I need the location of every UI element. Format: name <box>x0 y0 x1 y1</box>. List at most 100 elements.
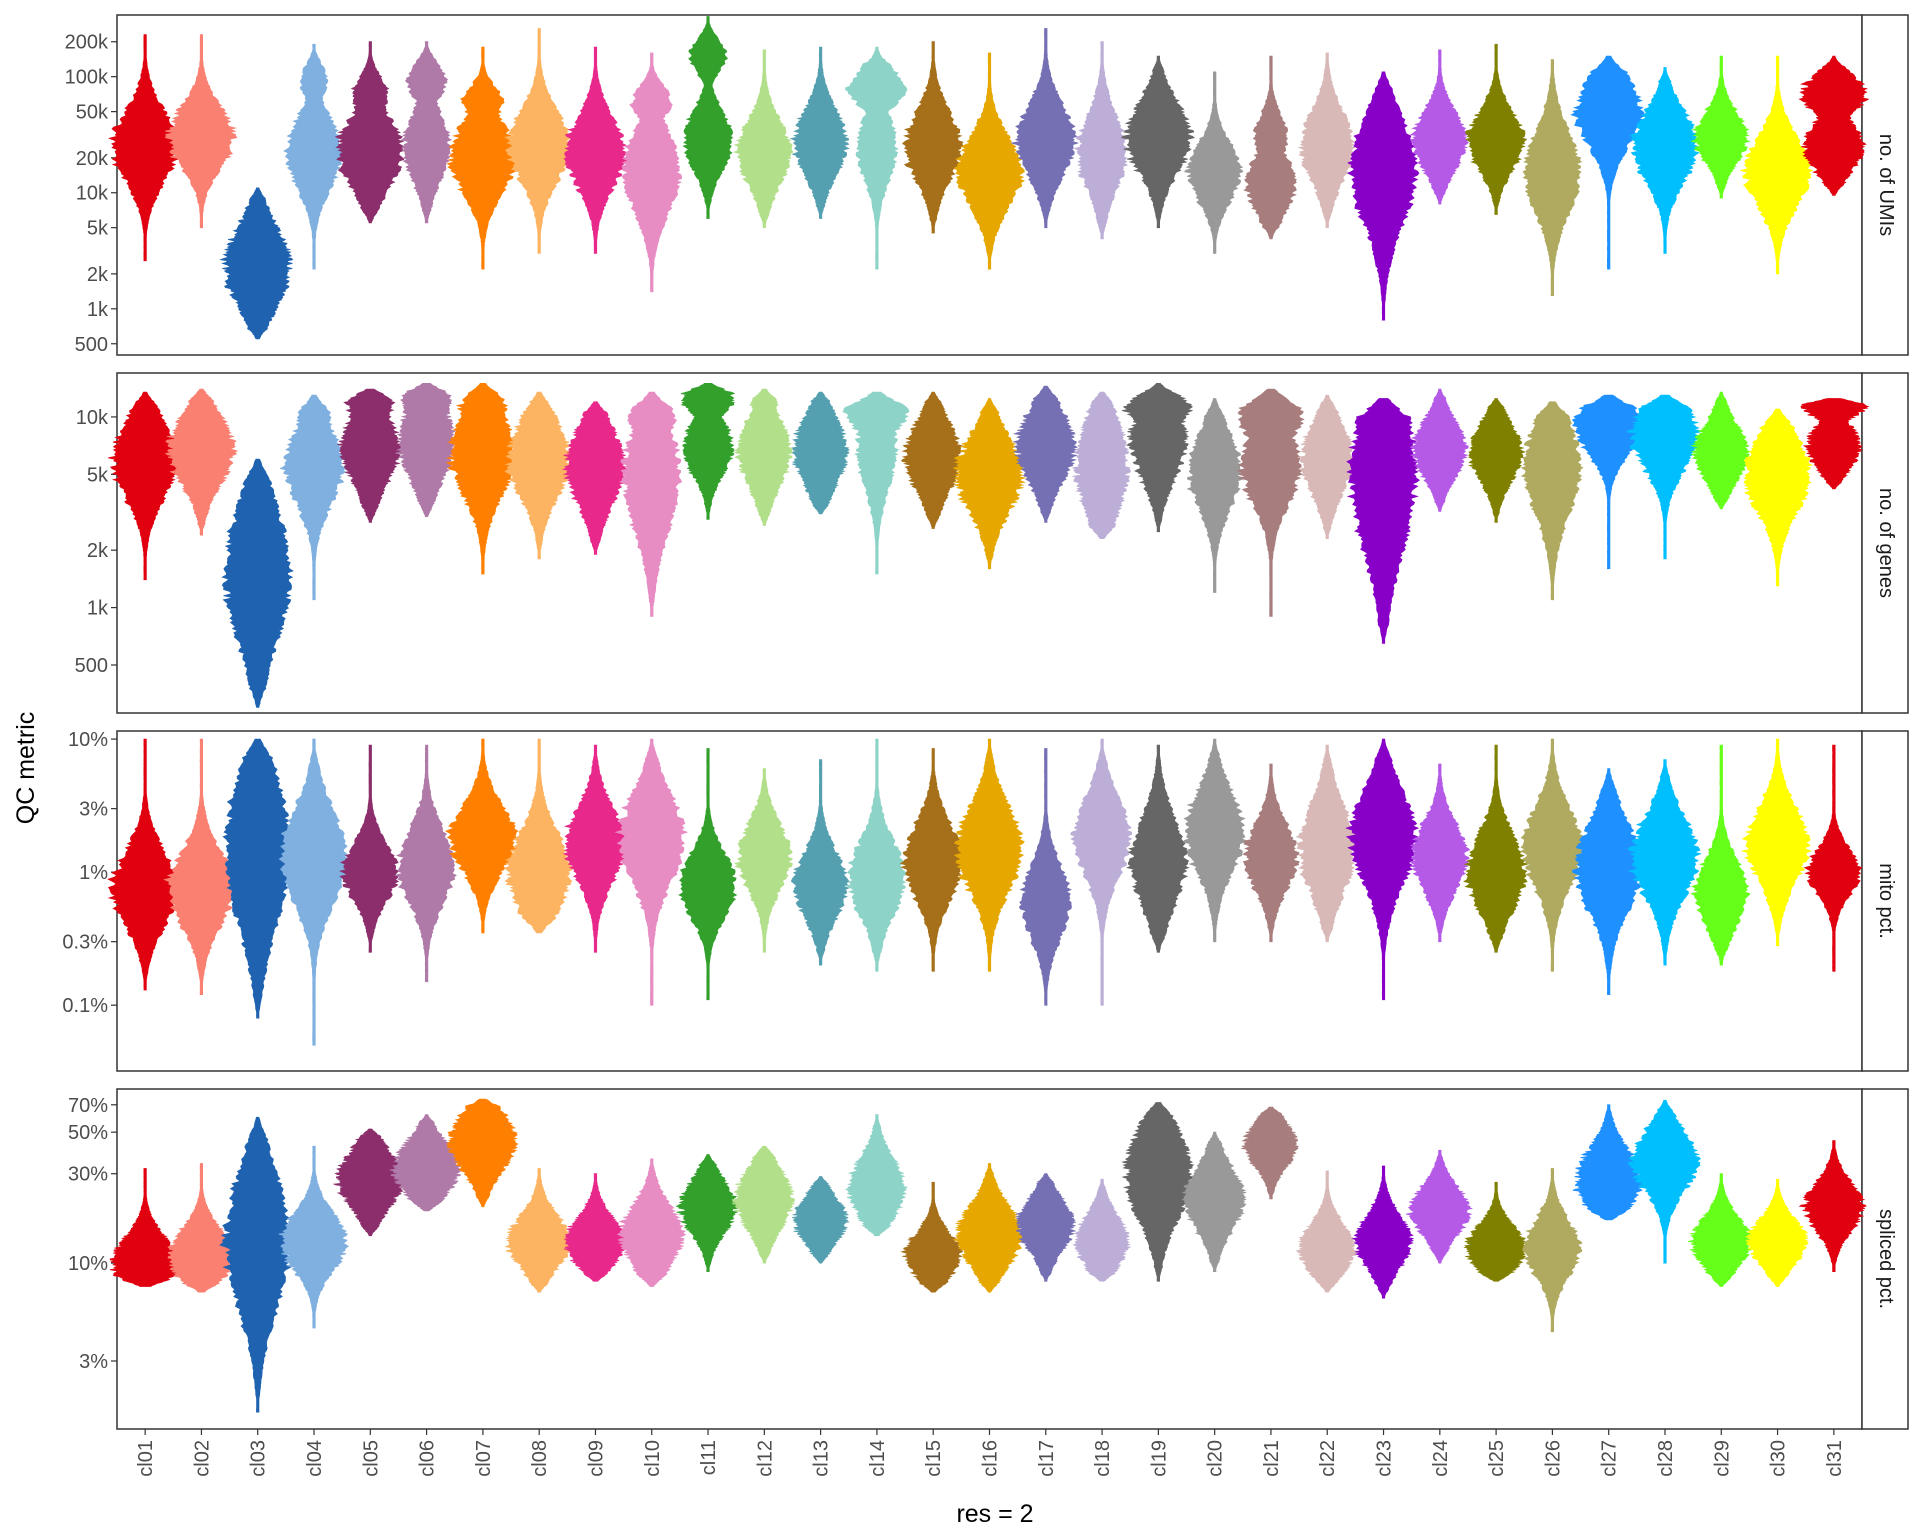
panel-strip-label: no. of UMIs <box>1875 134 1897 236</box>
violin-cl04 <box>278 1145 350 1329</box>
x-tick-label: cl13 <box>811 1440 833 1477</box>
violin-cl13 <box>791 391 851 515</box>
x-tick-label: cl21 <box>1261 1440 1283 1477</box>
violin-cl01 <box>108 391 182 581</box>
violin-cl12 <box>733 768 794 953</box>
violin-cl05 <box>339 744 400 953</box>
y-tick-label: 5k <box>87 464 109 486</box>
violin-cl02 <box>164 34 238 229</box>
panel-strip-label: spliced pct. <box>1875 1209 1897 1309</box>
violin-cl15 <box>901 41 964 234</box>
violin-cl24 <box>1409 763 1471 943</box>
y-tick-label: 0.3% <box>62 932 108 954</box>
violin-cl27 <box>1571 394 1644 570</box>
violin-cl14 <box>845 738 907 972</box>
violin-cl12 <box>731 1145 796 1264</box>
panel-4: spliced pct. 3% 10% 30% 50% 70% cl01 cl02 cl03 cl… <box>68 1088 1909 1477</box>
x-tick-label: cl06 <box>417 1440 439 1477</box>
violin-cl16 <box>952 398 1027 570</box>
y-tick-label: 10k <box>76 407 109 429</box>
x-tick-label: cl31 <box>1824 1440 1846 1477</box>
violin-cl20 <box>1181 1131 1247 1272</box>
y-tick-label: 2k <box>87 540 109 562</box>
panel-strip <box>1861 14 1909 356</box>
violin-cl22 <box>1295 1170 1358 1293</box>
violin-cl29 <box>1691 55 1751 199</box>
violin-cl26 <box>1520 401 1584 601</box>
x-tick-label: cl07 <box>473 1440 495 1477</box>
violin-cl16 <box>953 738 1025 972</box>
violin-cl03 <box>219 1116 294 1413</box>
y-tick-label: 50k <box>76 102 109 124</box>
panel-strip <box>1861 1088 1909 1430</box>
x-tick-label: cl01 <box>135 1440 157 1477</box>
violin-cl10 <box>614 738 689 1006</box>
x-tick-label: cl23 <box>1374 1440 1396 1477</box>
y-tick-label: 0.1% <box>62 995 108 1017</box>
x-tick-label: cl19 <box>1148 1440 1170 1477</box>
y-tick-label: 10% <box>68 1253 108 1275</box>
violin-cl25 <box>1463 1181 1529 1282</box>
violin-cl11 <box>678 748 738 1001</box>
x-tick-label: cl20 <box>1205 1440 1227 1477</box>
violin-cl08 <box>503 28 574 254</box>
x-tick-label: cl26 <box>1542 1440 1564 1477</box>
x-tick-label: cl27 <box>1599 1440 1621 1477</box>
violin-cl17 <box>1011 28 1080 229</box>
y-tick-label: 5k <box>87 218 109 240</box>
x-tick-label: cl22 <box>1317 1440 1339 1477</box>
x-tick-label: cl04 <box>304 1440 326 1477</box>
violin-cl17 <box>1012 385 1078 523</box>
violin-cl03 <box>222 738 294 1019</box>
violin-cl11 <box>680 383 736 520</box>
violin-cl05 <box>334 41 407 224</box>
violin-cl01 <box>108 34 181 262</box>
violin-cl24 <box>1405 1149 1473 1264</box>
violin-cl14 <box>842 391 910 575</box>
violin-cl21 <box>1243 55 1297 240</box>
violin-cl24 <box>1409 49 1469 205</box>
violin-cl13 <box>790 759 850 966</box>
violin-cl14 <box>844 1114 908 1237</box>
panels-layer: no. of UMIs5001k2k5k10k20k50k100k200kno.… <box>62 14 1909 1477</box>
violin-cl14 <box>845 46 908 270</box>
x-tick-label: cl25 <box>1486 1440 1508 1477</box>
violin-cl08 <box>504 1168 574 1293</box>
violin-cl04 <box>278 738 350 1046</box>
violin-cl30 <box>1743 408 1814 587</box>
violin-cl18 <box>1073 41 1129 240</box>
violin-cl31 <box>1800 398 1870 490</box>
violin-cl15 <box>899 748 965 972</box>
violin-cl13 <box>792 1176 850 1264</box>
x-tick-label: cl08 <box>529 1440 551 1477</box>
violin-cl06 <box>389 1114 463 1212</box>
violin-cl11 <box>675 1154 739 1272</box>
violin-cl30 <box>1740 55 1814 275</box>
y-tick-label: 1k <box>87 299 109 321</box>
violin-cl09 <box>561 401 629 555</box>
y-tick-label: 200k <box>65 32 109 54</box>
violin-cl03 <box>219 187 294 340</box>
panel-strip <box>1861 730 1909 1072</box>
violin-cl16 <box>952 1163 1027 1293</box>
violin-cl28 <box>1627 394 1701 560</box>
y-tick-label: 1% <box>79 862 108 884</box>
violin-cl28 <box>1627 759 1702 966</box>
violin-cl26 <box>1522 59 1583 296</box>
x-tick-label: cl29 <box>1711 1440 1733 1477</box>
violin-cl15 <box>900 1181 964 1293</box>
violin-cl06 <box>395 383 457 517</box>
violin-cl30 <box>1744 1178 1809 1287</box>
violin-cl17 <box>1015 1173 1077 1282</box>
violin-cl30 <box>1740 738 1813 947</box>
violin-cl23 <box>1351 1165 1415 1299</box>
x-tick-label: cl10 <box>642 1440 664 1477</box>
violin-cl03 <box>221 458 294 708</box>
violin-cl10 <box>616 1158 686 1287</box>
violin-cl19 <box>1121 383 1194 533</box>
violin-cl23 <box>1346 71 1420 321</box>
violin-cl17 <box>1018 748 1072 1006</box>
violin-cl22 <box>1297 394 1357 539</box>
violin-cl12 <box>732 49 794 229</box>
